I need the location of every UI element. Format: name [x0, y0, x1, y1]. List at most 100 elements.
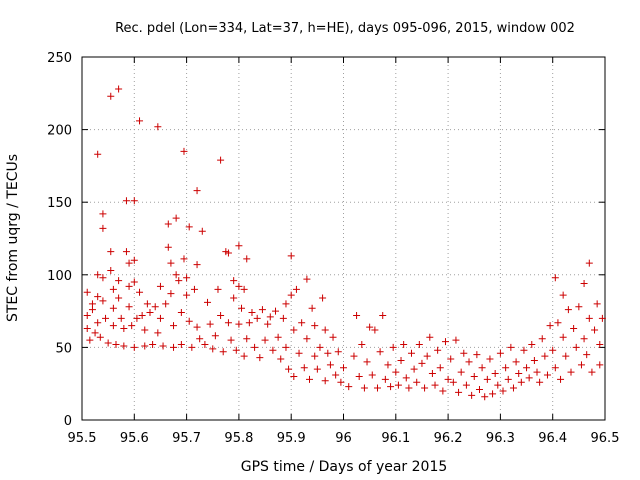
data-point [193, 261, 201, 269]
x-tick-label: 96 [335, 431, 352, 446]
data-point [337, 378, 345, 386]
data-point [96, 333, 104, 341]
data-point [313, 365, 321, 373]
data-point [238, 304, 246, 312]
data-point [167, 290, 175, 298]
data-point [543, 371, 551, 379]
data-point [400, 340, 408, 348]
data-point [227, 336, 235, 344]
data-point [261, 336, 269, 344]
data-point [94, 319, 102, 327]
data-point [183, 274, 191, 282]
data-point [115, 294, 123, 302]
data-point [407, 349, 415, 357]
data-point [345, 383, 353, 391]
data-point [583, 351, 591, 359]
data-point [185, 223, 193, 231]
data-point [358, 340, 366, 348]
data-point [316, 343, 324, 351]
data-point [324, 349, 332, 357]
data-point [219, 348, 227, 356]
data-point [133, 314, 141, 322]
data-point [125, 303, 133, 311]
data-point [334, 348, 342, 356]
data-point [436, 364, 444, 372]
x-tick-label: 95.7 [172, 431, 201, 446]
data-point [593, 300, 601, 308]
data-point [290, 372, 298, 380]
data-point [350, 352, 358, 360]
data-point [303, 335, 311, 343]
data-point [486, 355, 494, 363]
data-point [475, 386, 483, 394]
data-point [572, 343, 580, 351]
data-point [224, 249, 232, 257]
data-point [94, 150, 102, 158]
data-point [465, 358, 473, 366]
data-point [99, 224, 107, 232]
data-point [295, 349, 303, 357]
data-point [224, 319, 232, 327]
data-point [499, 387, 507, 395]
data-point [447, 355, 455, 363]
data-point [279, 314, 287, 322]
data-point [107, 248, 115, 256]
data-point [258, 306, 266, 314]
data-point [515, 370, 523, 378]
data-point [183, 291, 191, 299]
data-point [468, 391, 476, 399]
data-point [175, 277, 183, 285]
data-point [272, 307, 280, 315]
x-tick-label: 96.1 [381, 431, 410, 446]
data-point [122, 248, 130, 256]
data-point [91, 329, 99, 337]
data-point [235, 320, 243, 328]
data-point [360, 384, 368, 392]
data-point [373, 384, 381, 392]
data-point [125, 282, 133, 290]
data-point [107, 92, 115, 100]
data-point [230, 294, 238, 302]
data-point [266, 313, 274, 321]
data-point [99, 210, 107, 218]
data-point [405, 384, 413, 392]
data-point [559, 291, 567, 299]
data-point [470, 372, 478, 380]
data-point [235, 242, 243, 250]
y-axis-label: STEC from uqrg / TECUs [5, 154, 21, 322]
data-point [434, 346, 442, 354]
data-point [185, 317, 193, 325]
grid [82, 57, 605, 420]
data-point [128, 322, 136, 330]
data-point [439, 387, 447, 395]
x-tick-label: 95.5 [68, 431, 97, 446]
data-point [99, 274, 107, 282]
data-point [156, 282, 164, 290]
data-point [559, 333, 567, 341]
data-point [306, 375, 314, 383]
data-point [580, 335, 588, 343]
data-point [379, 311, 387, 319]
data-point [209, 345, 217, 353]
data-point [426, 333, 434, 341]
data-point [149, 340, 157, 348]
data-point [525, 374, 533, 382]
data-point [130, 197, 138, 205]
data-point [441, 338, 449, 346]
data-point [588, 368, 596, 376]
data-point [332, 371, 340, 379]
data-point [530, 356, 538, 364]
data-point [180, 255, 188, 263]
data-point [376, 348, 384, 356]
y-tick-label: 50 [55, 341, 72, 356]
data-point [141, 326, 149, 334]
data-point [392, 368, 400, 376]
data-point [177, 340, 185, 348]
data-point [136, 117, 144, 125]
data-point [481, 393, 489, 401]
data-point [198, 227, 206, 235]
data-point [130, 256, 138, 264]
data-point [329, 333, 337, 341]
data-point [308, 304, 316, 312]
data-point [431, 381, 439, 389]
